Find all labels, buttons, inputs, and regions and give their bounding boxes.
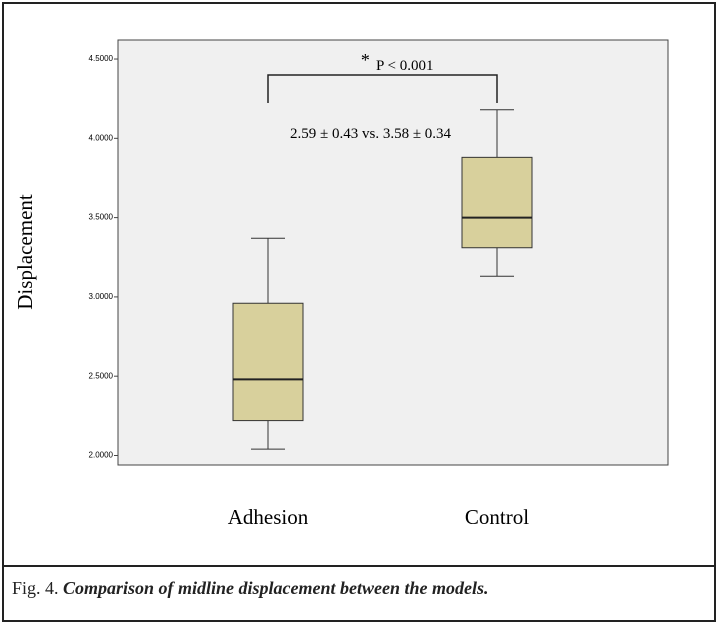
y-tick-label: 2.0000 [89,451,114,460]
annotation-star: * [360,50,369,70]
y-tick-label: 3.5000 [89,213,114,222]
x-tick-label: Adhesion [228,505,309,529]
caption-label: Fig. 4. [12,578,59,598]
y-tick-label: 4.0000 [89,133,114,142]
box [461,156,533,249]
annotation-summary: 2.59 ± 0.43 vs. 3.58 ± 0.34 [290,126,452,142]
caption: Fig. 4. Comparison of midline displaceme… [12,578,489,599]
caption-text: Comparison of midline displacement betwe… [63,578,489,598]
x-tick-label: Control [465,505,529,529]
y-tick-label: 4.5000 [89,54,114,63]
y-tick-label: 3.0000 [89,292,114,301]
annotation-significance: P < 0.001 [376,58,434,74]
plot-area [117,39,669,466]
box [232,302,304,422]
bracket [267,74,498,103]
y-tick-label: 2.5000 [89,371,114,380]
y-axis-label: Displacement [13,194,37,310]
